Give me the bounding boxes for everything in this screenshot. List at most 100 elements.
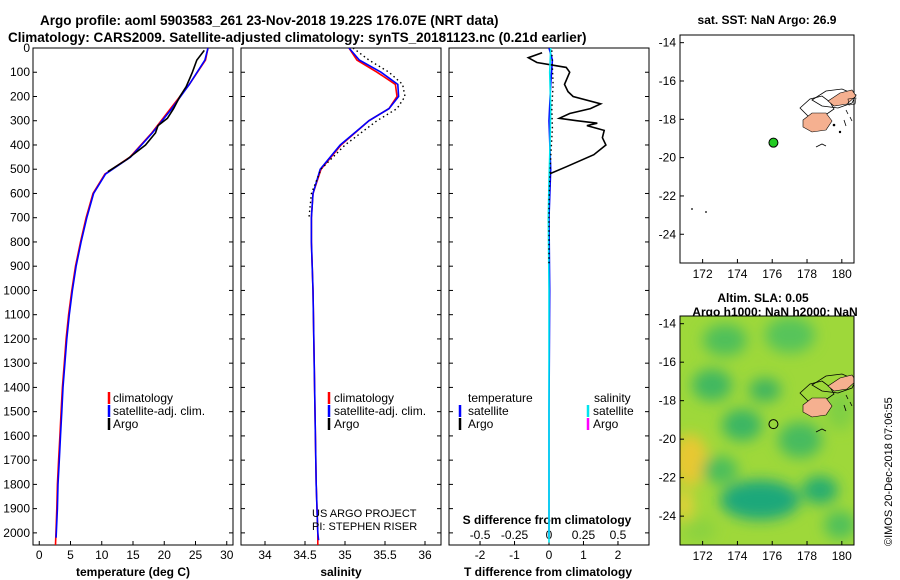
sla-map-title-line1: Altim. SLA: 0.05 [717,291,809,305]
legend-title-temperature: temperature [468,391,533,405]
y-tick-label: 1900 [3,502,30,516]
temperature-axis-label: temperature (deg C) [76,565,190,579]
sla-blob [778,422,822,458]
x-tick-label: 2 [615,548,622,562]
legend-label-s-argo: Argo [593,417,619,431]
sla-map-x-axis: 172 174 176 178 180 [693,541,852,563]
map-y-tick-label: -16 [659,355,677,369]
series-line-climatology [310,48,398,545]
y-tick-label: 300 [10,114,30,128]
viti-levu-island [802,397,833,418]
figure-title-line2: Climatology: CARS2009. Satellite-adjuste… [8,30,586,45]
series-line-satellite-adj-clim- [55,48,209,538]
legend-label-s-satellite: satellite [593,404,634,418]
y-tick-label: 0 [23,235,30,249]
map-x-tick-label: 172 [693,549,713,563]
sla-blob [722,409,762,441]
map-y-tick-label: -22 [659,471,677,485]
y-tick-label: 900 [10,259,30,273]
y-tick-label: 1500 [3,405,30,419]
small-island [838,130,842,134]
y-tick-label: 1800 [3,477,30,491]
x-tick-label: 0.25 [572,528,596,542]
map-y-tick-label: -14 [659,317,677,331]
sla-blob [720,480,800,520]
sla-heatmap [680,316,854,545]
x-tick-label: 0.5 [610,528,627,542]
project-credit: US ARGO PROJECT [312,508,417,520]
x-tick-label: 0 [546,548,553,562]
sla-blob [826,390,854,430]
x-tick-label: 35 [338,548,352,562]
map-y-tick-label: -20 [659,432,677,446]
coastline-outline [811,88,857,109]
sst-map-land [691,88,857,213]
small-island [832,123,836,127]
sst-map [679,34,855,264]
series-line-satellite-adj-clim- [310,48,400,541]
salinity-legend: climatology satellite-adj. clim. Argo [327,391,426,431]
map-y-tick-label: -20 [659,151,677,165]
series-line-argo [107,49,205,173]
vanua-levu-island [827,374,854,392]
sst-map-title: sat. SST: NaN Argo: 26.9 [698,13,837,27]
s-difference-axis-label: S difference from climatology [463,513,632,527]
x-tick-label: 34 [258,548,272,562]
x-tick-label: 20 [158,548,172,562]
x-tick-label: -2 [475,548,486,562]
map-y-tick-label: -18 [659,394,677,408]
x-tick-label: 30 [220,548,234,562]
y-tick-label: 700 [10,211,30,225]
map-x-tick-label: 178 [797,267,817,281]
map-x-tick-label: 176 [762,267,782,281]
x-tick-label: 35.5 [373,548,397,562]
temperature-panel [32,47,234,546]
map-x-tick-label: 174 [727,267,747,281]
legend-label-satellite: satellite-adj. clim. [113,404,205,418]
small-island [843,394,853,412]
sla-blob [680,434,708,486]
x-tick-label: 10 [95,548,109,562]
map-y-tick-label: -24 [659,509,677,523]
y-tick-label: 2000 [3,526,30,540]
map-x-tick-label: 172 [693,267,713,281]
sla-map [679,315,855,546]
coastline-outline [811,373,854,394]
sst-map-y-axis: -14 -16 -18 -20 -22 -24 [659,36,684,241]
y-tick-label: 500 [10,162,30,176]
map-x-tick-label: 174 [727,549,747,563]
temperature-legend: climatology satellite-adj. clim. Argo [107,391,205,431]
small-island [843,109,853,127]
legend-label-satellite: satellite-adj. clim. [334,404,426,418]
sla-blob [702,456,738,484]
difference-legend: temperature satellite Argo salinity sate… [458,391,634,431]
map-x-tick-label: 178 [797,549,817,563]
t-difference-x-axis: -2 -1 0 1 2 [475,541,622,562]
map-y-tick-label: -22 [659,189,677,203]
legend-label-t-argo: Argo [468,417,494,431]
y-tick-label: 1600 [3,429,30,443]
legend-label-argo: Argo [334,417,360,431]
x-tick-label: -0.5 [470,528,491,542]
y-tick-label: 1400 [3,380,30,394]
small-island [847,97,857,106]
small-island [705,211,707,213]
map-y-tick-label: -18 [659,112,677,126]
y-tick-label: 1700 [3,453,30,467]
x-tick-label: 1 [580,548,587,562]
map-x-tick-label: 176 [762,549,782,563]
series-line-t-argo [526,52,607,175]
sst-map-x-axis: 172 174 176 178 180 [693,259,852,281]
legend-title-salinity: salinity [594,391,631,405]
map-x-tick-label: 180 [832,549,852,563]
y-tick-label: 1000 [3,283,30,297]
map-y-tick-label: -16 [659,74,677,88]
t-difference-axis-label: T difference from climatology [464,565,632,579]
sla-blob [765,317,815,353]
y-tick-label: 1100 [4,308,30,322]
sla-blob [749,378,781,402]
x-tick-label: -0.25 [501,528,529,542]
small-island [815,428,827,433]
series-line-argo [308,48,406,218]
viti-levu-island [802,112,833,133]
